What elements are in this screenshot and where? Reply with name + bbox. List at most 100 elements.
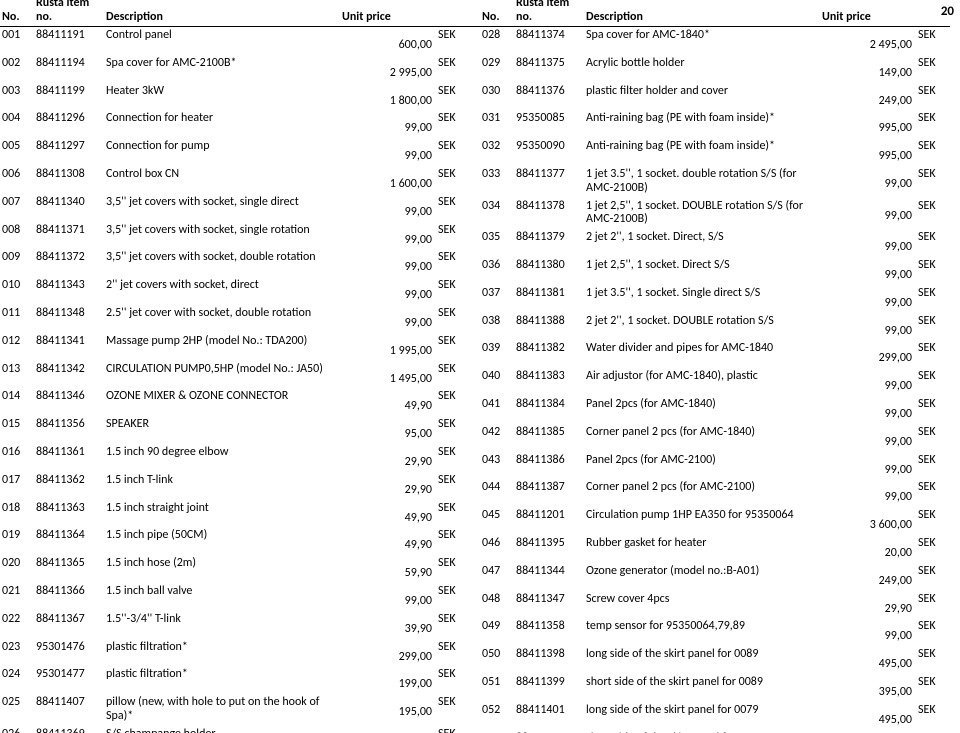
cell-no: 031 bbox=[480, 112, 516, 126]
right-rows: 02888411374Spa cover for AMC-1840*2 495,… bbox=[480, 27, 950, 733]
cell-item: 95301477 bbox=[36, 668, 106, 682]
cell-desc: CIRCULATION PUMP0,5HP (model No.: JA50) bbox=[106, 363, 342, 377]
cell-desc: 1.5''-3/4'' T-link bbox=[106, 613, 342, 627]
cell-item: 88411401 bbox=[516, 704, 586, 718]
table-row: 00188411191Control panel600,00SEK bbox=[0, 27, 480, 55]
cell-item: 88411362 bbox=[36, 474, 106, 488]
cell-item: 88411361 bbox=[36, 446, 106, 460]
cell-desc: 2'' jet covers with socket, direct bbox=[106, 279, 342, 293]
table-row: 021884113661.5 inch ball valve99,00SEK bbox=[0, 583, 480, 611]
cell-no: 033 bbox=[480, 168, 516, 182]
cell-desc: plastic filtration* bbox=[106, 641, 342, 655]
cell-price: 99,00 bbox=[342, 251, 436, 275]
cell-item: 88411348 bbox=[36, 307, 106, 321]
table-row: 018884113631.5 inch straight joint49,90S… bbox=[0, 500, 480, 528]
cell-desc: Control box CN bbox=[106, 168, 342, 182]
cell-currency: SEK bbox=[436, 641, 468, 655]
cell-price: 99,00 bbox=[342, 140, 436, 164]
cell-currency: SEK bbox=[916, 85, 948, 99]
cell-price: 249,00 bbox=[822, 565, 916, 589]
cell-item: 88411383 bbox=[516, 370, 586, 384]
table-row: 02888411374Spa cover for AMC-1840*2 495,… bbox=[480, 27, 950, 55]
cell-no: 012 bbox=[0, 335, 36, 349]
cell-item: 88411346 bbox=[36, 390, 106, 404]
cell-currency: SEK bbox=[436, 307, 468, 321]
cell-item: 88411386 bbox=[516, 454, 586, 468]
price-list-sheet: 20 No. Rusta item no. Description Unit p… bbox=[0, 0, 960, 733]
table-row: 03088411376plastic filter holder and cov… bbox=[480, 83, 950, 111]
cell-item: 88411296 bbox=[36, 112, 106, 126]
cell-desc: short side of the skirt panel for 0089 bbox=[586, 676, 822, 690]
table-row: 04288411385Corner panel 2 pcs (for AMC-1… bbox=[480, 424, 950, 452]
table-row: 05388411402short side of the skirt panel… bbox=[480, 730, 950, 733]
cell-price: 495,00 bbox=[822, 648, 916, 672]
cell-item: 88411374 bbox=[516, 29, 586, 43]
hdr-item: Rusta item no. bbox=[516, 0, 586, 24]
cell-currency: SEK bbox=[916, 57, 948, 71]
cell-currency: SEK bbox=[436, 57, 468, 71]
cell-currency: SEK bbox=[916, 259, 948, 273]
table-row: 03195350085Anti-raining bag (PE with foa… bbox=[480, 110, 950, 138]
cell-desc: Spa cover for AMC-2100B* bbox=[106, 57, 342, 71]
cell-item: 88411372 bbox=[36, 251, 106, 265]
cell-item: 88411201 bbox=[516, 509, 586, 523]
cell-currency: SEK bbox=[436, 557, 468, 571]
table-row: 009884113723,5'' jet covers with socket,… bbox=[0, 249, 480, 277]
cell-desc: Anti-raining bag (PE with foam inside)* bbox=[586, 140, 822, 154]
table-header: No. Rusta item no. Description Unit pric… bbox=[480, 0, 950, 27]
cell-no: 014 bbox=[0, 390, 36, 404]
cell-item: 88411363 bbox=[36, 502, 106, 516]
cell-price: 49,90 bbox=[342, 529, 436, 553]
cell-price: 99,00 bbox=[822, 200, 916, 224]
cell-item: 88411341 bbox=[36, 335, 106, 349]
cell-currency: SEK bbox=[436, 112, 468, 126]
table-row: 020884113651.5 inch hose (2m)59,90SEK bbox=[0, 555, 480, 583]
right-column: No. Rusta item no. Description Unit pric… bbox=[480, 0, 950, 733]
cell-desc: 2 jet 2'', 1 socket. Direct, S/S bbox=[586, 231, 822, 245]
cell-no: 044 bbox=[480, 481, 516, 495]
cell-currency: SEK bbox=[916, 287, 948, 301]
table-row: 019884113641.5 inch pipe (50CM)49,90SEK bbox=[0, 527, 480, 555]
table-row: 04988411358temp sensor for 95350064,79,8… bbox=[480, 618, 950, 646]
cell-desc: 2 jet 2'', 1 socket. DOUBLE rotation S/S bbox=[586, 315, 822, 329]
cell-no: 001 bbox=[0, 29, 36, 43]
cell-no: 016 bbox=[0, 446, 36, 460]
cell-item: 88411356 bbox=[36, 418, 106, 432]
cell-desc: Circulation pump 1HP EA350 for 95350064 bbox=[586, 509, 822, 523]
table-row: 035884113792 jet 2'', 1 socket. Direct, … bbox=[480, 229, 950, 257]
cell-item: 88411344 bbox=[516, 565, 586, 579]
cell-currency: SEK bbox=[916, 370, 948, 384]
cell-desc: Rubber gasket for heater bbox=[586, 537, 822, 551]
cell-price: 995,00 bbox=[822, 140, 916, 164]
cell-item: 88411399 bbox=[516, 676, 586, 690]
hdr-desc: Description bbox=[106, 10, 342, 24]
table-row: 033884113771 jet 3.5'', 1 socket. double… bbox=[480, 166, 950, 198]
cell-price: 49,90 bbox=[342, 390, 436, 414]
cell-desc: Spa cover for AMC-1840* bbox=[586, 29, 822, 43]
cell-price: 3 600,00 bbox=[822, 509, 916, 533]
cell-desc: Control panel bbox=[106, 29, 342, 43]
cell-item: 88411364 bbox=[36, 529, 106, 543]
cell-currency: SEK bbox=[916, 454, 948, 468]
table-row: 02988411375Acrylic bottle holder149,00SE… bbox=[480, 55, 950, 83]
table-row: 04388411386Panel 2pcs (for AMC-2100)99,0… bbox=[480, 452, 950, 480]
cell-currency: SEK bbox=[916, 648, 948, 662]
cell-no: 037 bbox=[480, 287, 516, 301]
table-row: 05188411399short side of the skirt panel… bbox=[480, 674, 950, 702]
cell-price: 99,00 bbox=[822, 370, 916, 394]
cell-desc: long side of the skirt panel for 0079 bbox=[586, 704, 822, 718]
cell-item: 88411379 bbox=[516, 231, 586, 245]
cell-no: 013 bbox=[0, 363, 36, 377]
cell-item: 88411340 bbox=[36, 196, 106, 210]
cell-price: 99,00 bbox=[822, 259, 916, 283]
table-row: 02495301477plastic filtration*199,00SEK bbox=[0, 666, 480, 694]
cell-price: 199,00 bbox=[342, 668, 436, 692]
cell-desc: Ozone generator (model no.:B-A01) bbox=[586, 565, 822, 579]
cell-price: 1 995,00 bbox=[342, 335, 436, 359]
cell-no: 011 bbox=[0, 307, 36, 321]
cell-no: 017 bbox=[0, 474, 36, 488]
cell-no: 032 bbox=[480, 140, 516, 154]
cell-desc: 1.5 inch 90 degree elbow bbox=[106, 446, 342, 460]
cell-desc: Anti-raining bag (PE with foam inside)* bbox=[586, 112, 822, 126]
table-row: 00588411297Connection for pump99,00SEK bbox=[0, 138, 480, 166]
